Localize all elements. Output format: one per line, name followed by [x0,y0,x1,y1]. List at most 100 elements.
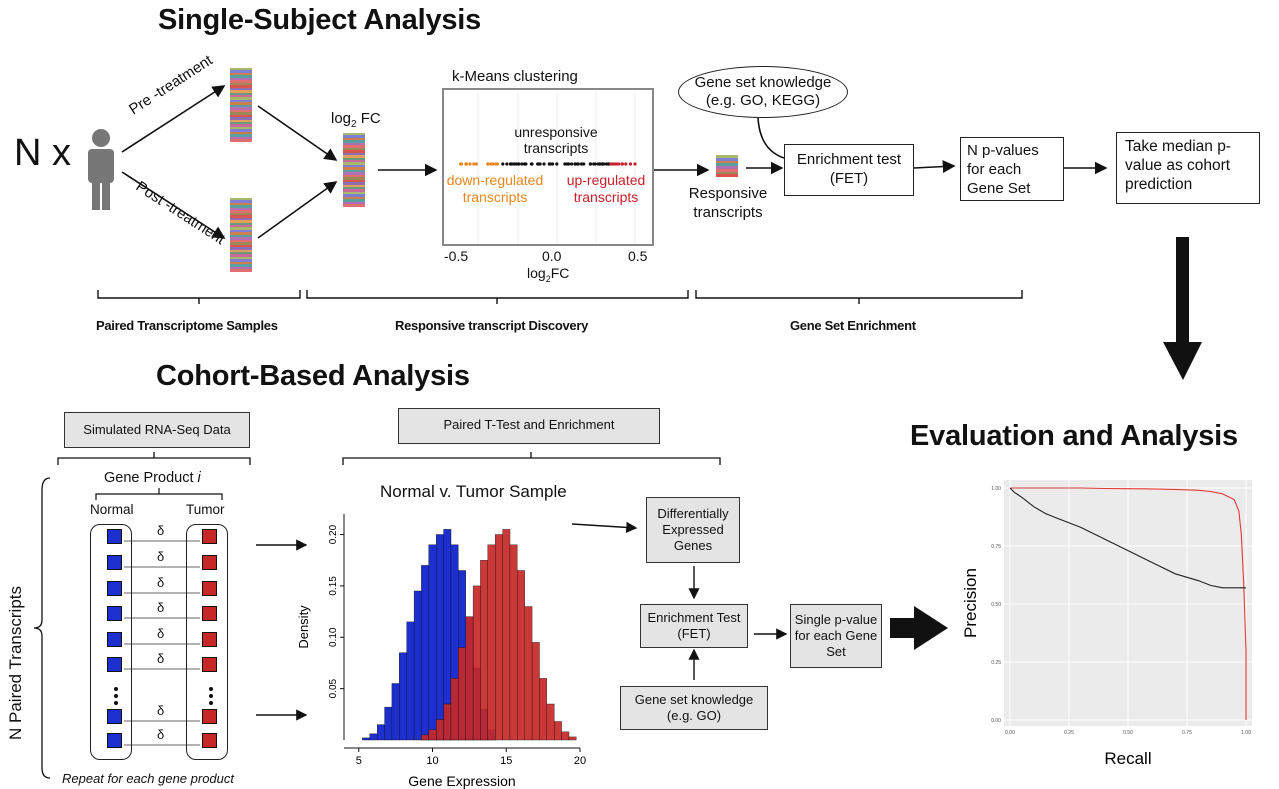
histogram-ylabel: Density [296,605,311,649]
histogram-bar-normal [362,737,371,741]
y-tick-label: 0.15 [328,576,339,596]
histogram-bar-tumor [480,560,488,741]
histogram-bar-normal [428,544,437,741]
histogram-bar-normal [391,683,400,741]
kmeans-title: k-Means clustering [452,68,578,85]
log2fc-sample-icon [343,133,365,207]
x-tick-label: 15 [500,755,512,767]
pr-series-line-1 [1009,487,1246,589]
normal-sample-square [107,709,122,724]
kmeans-point [614,162,618,166]
histogram-bar-tumor [435,719,444,741]
tumor-sample-square [202,581,217,596]
section-label-paired: Paired Transcriptome Samples [96,318,278,333]
delta-label: δ [156,600,166,615]
paired-ttest-box: Paired T-Test and Enrichment [398,408,660,444]
kmeans-point [474,162,478,166]
pr-y-tick: 0.00 [991,718,1001,724]
kmeans-xlabel: log2FC [527,265,570,284]
kmeans-point [520,162,524,166]
histogram-bar-tumor [509,544,518,741]
histogram-bar-tumor [531,642,540,741]
n-times-label: N x [14,132,71,174]
histogram-xlabel: Gene Expression [408,773,515,789]
histogram-bar-normal [435,534,444,741]
tumor-sample-square [202,632,217,647]
histogram-title: Normal v. Tumor Sample [380,482,567,501]
kmeans-point [542,162,546,166]
n-paired-label: N Paired Transcripts [6,586,25,740]
pr-y-tick: 0.25 [991,660,1001,666]
pr-x-tick: 0.25 [1064,730,1074,736]
person-icon [88,129,114,210]
kmeans-plot [459,91,637,243]
histogram-bar-tumor [494,534,503,741]
histogram-bar-normal [413,590,422,741]
gene-product-label: Gene Product i [104,470,201,486]
kmeans-point [567,162,571,166]
histogram-bar-tumor [502,529,511,741]
kmeans-tick: -0.5 [444,248,469,264]
log2fc-label: log2 FC [331,110,381,130]
normal-sample-square [107,529,122,544]
down-regulated-label: down-regulated transcripts [446,172,544,205]
kmeans-point [598,162,602,166]
unresponsive-label: unresponsive transcripts [514,124,598,156]
histogram-bar-tumor [568,736,577,741]
kmeans-point [510,162,514,166]
kmeans-point [505,162,509,166]
tumor-sample-square [202,657,217,672]
normal-column [90,524,132,760]
normal-label: Normal [90,502,134,517]
histogram-bar-tumor [561,731,570,741]
tumor-sample-square [202,555,217,570]
histogram-bar-normal [384,706,393,741]
pr-x-tick: 0.00 [1005,730,1015,736]
normal-sample-square [107,555,122,570]
normal-sample-square [107,733,122,748]
normal-sample-square [107,606,122,621]
histogram-bar-tumor [554,721,562,741]
kmeans-point [548,162,552,166]
pr-x-tick: 0.75 [1182,730,1192,736]
kmeans-ticks: -0.5 0.0 0.5 [442,248,654,266]
delta-label: δ [156,727,166,742]
histogram-chart: 0.05 0.10 0.15 0.20 5 10 15 20 Gene Expression De… [296,514,586,789]
histogram-bar-tumor [524,606,533,741]
evaluation-title: Evaluation and Analysis [910,420,1238,452]
pre-treatment-sample-icon [230,68,252,142]
kmeans-point [536,162,540,166]
kmeans-point [570,162,574,166]
kmeans-plot-frame [442,88,654,246]
responsive-label: Responsive transcripts [688,185,768,221]
y-tick-label: 0.20 [328,524,339,544]
post-treatment-sample-icon [230,198,252,272]
tumor-sample-square [202,709,217,724]
kmeans-point [468,162,472,166]
kmeans-point [573,162,577,166]
kmeans-point [491,162,495,166]
kmeans-point [517,162,521,166]
histogram-bar-tumor [443,703,452,741]
kmeans-point [459,162,463,166]
kmeans-point [609,162,613,166]
gene-set-knowledge-ellipse: Gene set knowledge (e.g. GO, KEGG) [678,66,848,118]
tumor-label: Tumor [186,502,225,517]
pr-series-line-0 [1010,487,1247,720]
histogram-bar-tumor [458,647,466,741]
histogram-bar-normal [369,733,378,741]
kmeans-point [551,162,555,166]
section-label-enrichment: Gene Set Enrichment [790,318,916,333]
up-regulated-label: up-regulated transcripts [566,172,646,205]
histogram-bar-tumor [472,585,481,741]
x-tick-label: 10 [426,755,438,767]
delta-label: δ [156,523,166,538]
kmeans-point [514,162,518,166]
histogram-bar-normal [421,565,430,741]
pr-y-tick: 0.50 [991,602,1001,608]
cohort-gene-set-box: Gene set knowledge (e.g. GO) [620,686,768,730]
delta-label: δ [156,549,166,564]
tumor-column [186,524,228,760]
